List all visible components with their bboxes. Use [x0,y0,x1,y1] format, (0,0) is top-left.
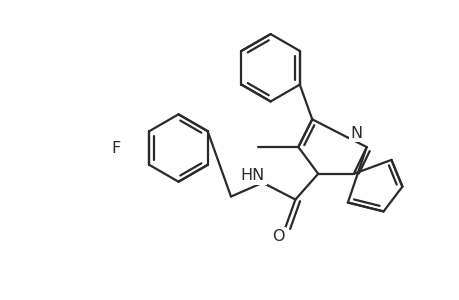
Text: O: O [272,229,284,244]
Text: HN: HN [240,168,264,183]
Text: N: N [350,126,362,141]
Text: F: F [111,140,120,155]
